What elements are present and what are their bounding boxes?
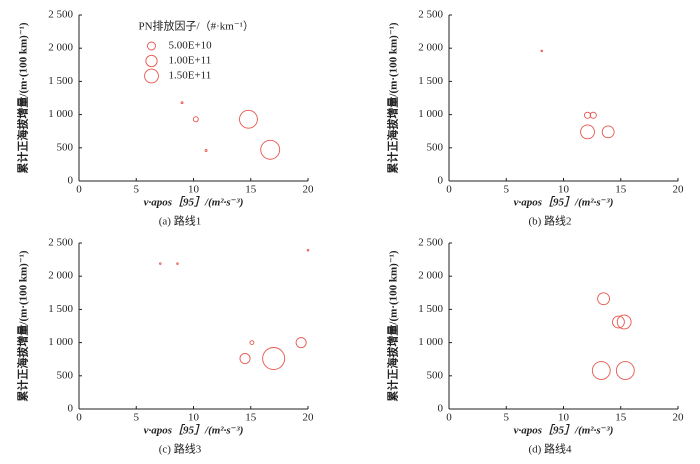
legend-marker [147, 41, 156, 51]
x-tick-label: 10 [188, 412, 200, 424]
y-tick-label: 1 000 [48, 336, 73, 348]
bubble [192, 116, 199, 123]
bubble [180, 101, 184, 105]
bubble [204, 149, 208, 152]
bubble [262, 347, 286, 371]
legend-marker [145, 54, 158, 68]
bubble [615, 361, 635, 380]
x-tick-label: 15 [615, 184, 627, 196]
legend-title: PN排放因子/（#·km⁻¹） [139, 19, 254, 33]
y-axis-label: 累计正海拔增量/(m·(100 km)⁻¹) [386, 250, 400, 402]
x-tick-label: 20 [673, 412, 685, 424]
y-tick-label: 2 000 [48, 42, 73, 54]
x-axis-label: v·apos［95］/(m²·s⁻³) [514, 196, 614, 209]
x-tick-label: 0 [446, 184, 452, 196]
bubble [176, 262, 179, 265]
x-axis-label: v·apos［95］/(m²·s⁻³) [144, 424, 244, 437]
x-tick-label: 5 [504, 184, 510, 196]
y-tick-label: 0 [438, 175, 444, 187]
y-axis-label: 累计正海拔增量/(m·(100 km)⁻¹) [16, 22, 30, 174]
y-tick-label: 2 500 [48, 237, 73, 249]
x-axis-label: v·apos［95］/(m²·s⁻³) [144, 196, 244, 209]
y-tick-label: 500 [57, 141, 74, 153]
y-tick-label: 0 [68, 175, 74, 187]
y-tick-label: 1 500 [48, 75, 73, 87]
x-tick-label: 10 [188, 184, 200, 196]
y-tick-label: 2 000 [418, 42, 443, 54]
x-tick-label: 10 [558, 184, 570, 196]
bubble [249, 340, 255, 346]
x-tick-label: 20 [303, 184, 315, 196]
y-tick-label: 1 500 [418, 75, 443, 87]
bubble [616, 314, 632, 330]
bubble [540, 49, 543, 53]
legend-label: 1.50E+11 [169, 70, 212, 82]
bubble [306, 249, 310, 252]
y-tick-label: 500 [57, 369, 74, 381]
x-tick-label: 15 [615, 412, 627, 424]
y-tick-label: 1 000 [418, 108, 443, 120]
bubble [239, 109, 258, 129]
x-axis-label: v·apos［95］/(m²·s⁻³) [514, 424, 614, 437]
y-tick-label: 2 500 [418, 9, 443, 21]
bubble [295, 337, 307, 349]
legend-marker [144, 68, 159, 84]
bubble [601, 125, 615, 139]
x-tick-label: 5 [134, 412, 140, 424]
y-tick-label: 2 000 [48, 270, 73, 282]
x-tick-label: 15 [245, 184, 257, 196]
bubble [580, 124, 595, 140]
y-tick-label: 1 500 [418, 303, 443, 315]
y-tick-label: 0 [68, 403, 74, 415]
y-tick-label: 1 000 [48, 108, 73, 120]
bubble [589, 111, 597, 119]
y-tick-label: 1 000 [418, 336, 443, 348]
y-axis-label: 累计正海拔增量/(m·(100 km)⁻¹) [386, 22, 400, 174]
y-axis-label: 累计正海拔增量/(m·(100 km)⁻¹) [16, 250, 30, 402]
caption: (d) 路线4 [528, 442, 572, 456]
bubble [260, 139, 281, 160]
x-tick-label: 20 [303, 412, 315, 424]
bubble [159, 262, 162, 265]
y-tick-label: 0 [438, 403, 444, 415]
bubble [612, 315, 625, 329]
x-tick-label: 0 [446, 412, 452, 424]
bubble [583, 111, 592, 119]
y-tick-label: 500 [427, 369, 444, 381]
caption: (b) 路线2 [528, 214, 571, 228]
bubble [597, 292, 610, 306]
bubble [591, 361, 611, 380]
x-tick-label: 5 [134, 184, 140, 196]
x-tick-label: 15 [245, 412, 257, 424]
y-tick-label: 2 500 [48, 9, 73, 21]
y-tick-label: 1 500 [48, 303, 73, 315]
caption: (c) 路线3 [159, 442, 202, 456]
x-tick-label: 10 [558, 412, 570, 424]
legend-label: 1.00E+11 [169, 55, 212, 67]
x-tick-label: 5 [504, 412, 510, 424]
legend-label: 5.00E+10 [169, 40, 213, 52]
x-tick-label: 20 [673, 184, 685, 196]
y-tick-label: 500 [427, 141, 444, 153]
caption: (a) 路线1 [159, 214, 201, 228]
y-tick-label: 2 500 [418, 237, 443, 249]
x-tick-label: 0 [76, 184, 82, 196]
y-tick-label: 2 000 [418, 270, 443, 282]
x-tick-label: 0 [76, 412, 82, 424]
bubble [239, 353, 251, 365]
